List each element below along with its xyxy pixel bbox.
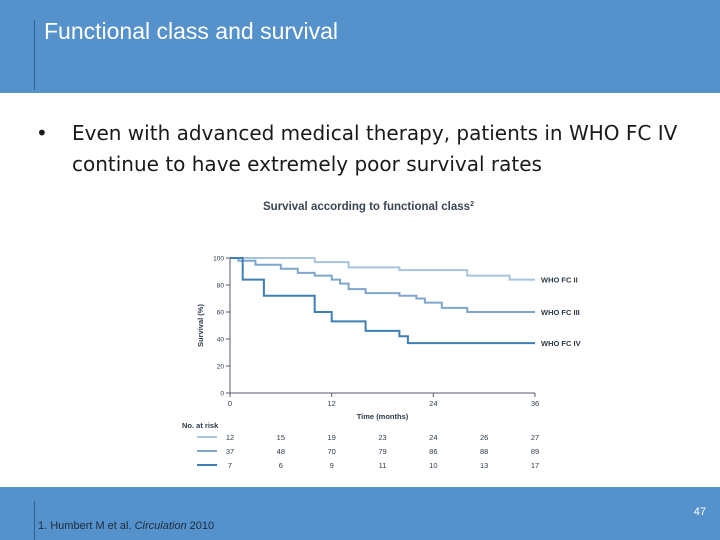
page-number: 47 <box>693 506 706 518</box>
risk-cell: 19 <box>327 433 335 442</box>
chart-axes: 0 20 40 60 80 100 0 12 24 36 Time (months) Survival… <box>196 256 539 422</box>
series-label: WHO FC III <box>541 308 580 317</box>
y-tick-label: 60 <box>217 310 225 317</box>
risk-cell: 88 <box>480 447 488 456</box>
risk-cell: 13 <box>480 461 488 470</box>
y-tick-label: 100 <box>213 256 224 263</box>
y-tick-label: 80 <box>217 283 225 290</box>
risk-cell: 11 <box>379 461 387 470</box>
risk-cell: 27 <box>531 433 539 442</box>
risk-cell: 70 <box>327 447 335 456</box>
slide-title: Functional class and survival <box>44 18 339 44</box>
risk-cell: 6 <box>279 461 283 470</box>
series-line-who-fc-iv <box>230 257 535 345</box>
bullet-dot-icon: • <box>36 121 48 145</box>
risk-cell: 26 <box>480 433 488 442</box>
x-tick-label: 36 <box>531 399 539 408</box>
x-tick-label: 12 <box>327 399 335 408</box>
risk-table-title: No. at risk <box>182 421 219 430</box>
x-tick-label: 24 <box>429 399 437 408</box>
y-tick-label: 20 <box>217 364 225 371</box>
series-line-who-fc-ii <box>230 257 535 281</box>
header-divider <box>34 20 35 90</box>
x-axis-label: Time (months) <box>357 412 409 421</box>
risk-cell: 15 <box>277 433 285 442</box>
risk-cell: 79 <box>378 447 386 456</box>
risk-cell: 48 <box>277 447 285 456</box>
series-label: WHO FC II <box>541 276 578 285</box>
chart-series: WHO FC II WHO FC III WHO FC IV <box>230 257 581 348</box>
risk-cell: 12 <box>226 433 234 442</box>
reference-journal: Circulation <box>134 520 187 532</box>
risk-cell: 7 <box>228 461 232 470</box>
risk-cell: 9 <box>330 461 334 470</box>
reference-year: 2010 <box>186 520 215 532</box>
chart-title: Survival according to functional class2 <box>263 201 474 213</box>
series-label: WHO FC IV <box>541 339 581 348</box>
slide-footer: 1. Humbert M et al. Circulation 2010 47 <box>0 487 720 540</box>
risk-cell: 37 <box>226 447 234 456</box>
footer-divider <box>34 501 35 540</box>
series-line-who-fc-iii <box>230 257 535 313</box>
reference-authors: 1. Humbert M et al. <box>38 520 135 532</box>
chart-title-superscript: 2 <box>470 201 474 208</box>
survival-chart: Survival according to functional class2 … <box>182 201 581 470</box>
y-tick-label: 40 <box>217 337 225 344</box>
risk-cell: 86 <box>429 447 437 456</box>
risk-cell: 10 <box>429 461 437 470</box>
y-tick-label: 0 <box>220 391 224 398</box>
y-axis-label: Survival (%) <box>196 304 205 347</box>
x-tick-label: 0 <box>228 399 232 408</box>
slide-header: Functional class and survival <box>0 0 720 93</box>
reference-citation: 1. Humbert M et al. Circulation 2010 <box>38 520 214 532</box>
risk-cell: 17 <box>531 461 539 470</box>
risk-cell: 23 <box>378 433 386 442</box>
risk-cell: 89 <box>531 447 539 456</box>
risk-cell: 24 <box>429 433 437 442</box>
bullet-text: Even with advanced medical therapy, pati… <box>72 121 678 176</box>
